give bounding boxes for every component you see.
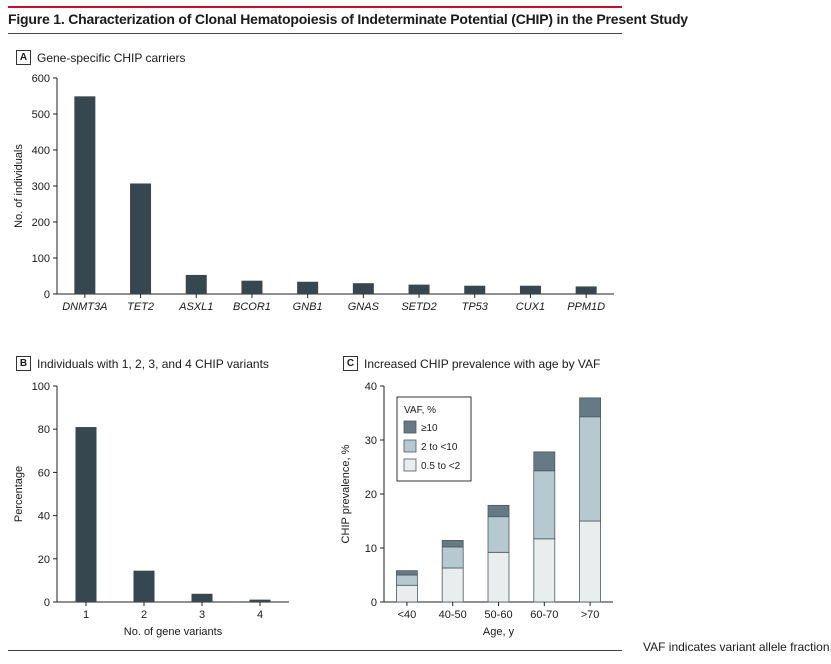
panel-c-x-tick-label: 40-50 — [439, 609, 467, 621]
panel-a-y-tick-label: 400 — [32, 145, 50, 157]
panel-a-y-tick-label: 200 — [32, 217, 50, 229]
top-accent-bar — [8, 6, 622, 8]
panel-b-y-tick-label: 80 — [38, 424, 50, 436]
panel-c-bar-segment — [395, 574, 418, 586]
panel-c-bar-segment — [579, 520, 601, 603]
panel-a-x-tick-label: PPM1D — [567, 301, 605, 313]
panel-c-bar-segment — [441, 540, 464, 548]
panel-c-legend-label: 2 to <10 — [421, 442, 458, 453]
panel-c-legend-label: ≥10 — [421, 423, 438, 434]
panel-c-letter: C — [343, 356, 358, 371]
title-rule — [8, 33, 622, 34]
panel-c-y-axis-label: CHIP prevalence, % — [340, 444, 352, 543]
panel-a-y-tick-label: 300 — [32, 181, 50, 193]
panel-a-bar-tet2 — [130, 183, 152, 294]
figure-title: Figure 1. Characterization of Clonal Hem… — [8, 11, 688, 27]
panel-b-x-axis-label: No. of gene variants — [124, 626, 223, 638]
panel-a-x-tick-label: TP53 — [462, 301, 489, 313]
panel-b-x-tick-label: 1 — [83, 609, 89, 621]
panel-c-bar-segment — [533, 451, 556, 472]
panel-c-header: C Increased CHIP prevalence with age by … — [343, 356, 600, 371]
panel-c-y-tick-label: 0 — [371, 597, 377, 609]
panel-c-y-tick-label: 40 — [365, 381, 377, 393]
panel-a-y-tick-label: 600 — [32, 73, 50, 85]
panel-a-x-tick-label: GNAS — [348, 301, 380, 313]
panel-a-bar-ppm1d — [575, 286, 597, 294]
panel-c-legend-swatch — [403, 458, 417, 472]
panel-a-bar-dnmt3a — [74, 96, 96, 294]
panel-a-bar-tp53 — [464, 285, 486, 294]
panel-a-title: Gene-specific CHIP carriers — [37, 50, 186, 65]
panel-a-letter: A — [16, 50, 31, 65]
panel-a-bar-bcor1 — [241, 280, 263, 294]
panel-b-bar-4 — [249, 599, 271, 602]
panel-c-bar-segment — [441, 567, 464, 603]
panel-a-y-axis-label: No. of individuals — [13, 144, 25, 228]
panel-c-bar-segment — [533, 538, 556, 603]
panel-a-y-tick-label: 0 — [44, 289, 50, 301]
panel-c-bar-segment — [441, 546, 464, 569]
panel-c-bar-segment — [487, 504, 510, 518]
panel-c-y-tick-label: 10 — [365, 543, 377, 555]
figure-note: VAF indicates variant allele fraction. — [643, 640, 831, 654]
panel-a-x-tick-label: DNMT3A — [62, 301, 107, 313]
panel-a-header: A Gene-specific CHIP carriers — [16, 50, 186, 65]
panel-b-y-tick-label: 40 — [38, 511, 50, 523]
panel-a-bar-gnb1 — [297, 281, 319, 294]
panel-c-legend-swatch — [403, 439, 417, 453]
panel-c-x-axis-label: Age, y — [483, 626, 515, 638]
panel-a-x-tick-label: GNB1 — [293, 301, 323, 313]
panel-b-y-tick-label: 0 — [44, 597, 50, 609]
panel-a-x-tick-label: TET2 — [127, 301, 154, 313]
panel-b-title: Individuals with 1, 2, 3, and 4 CHIP var… — [37, 356, 269, 371]
panel-c-bar-segment — [395, 570, 418, 576]
panel-c-bar-segment — [487, 516, 510, 553]
panel-b-y-tick-label: 100 — [32, 381, 50, 393]
panel-a-bar-gnas — [352, 283, 374, 294]
panel-c-bar-segment — [579, 397, 601, 418]
panel-b-bar-1 — [75, 427, 97, 602]
panel-b-y-tick-label: 60 — [38, 467, 50, 479]
panel-c-legend-label: 0.5 to <2 — [421, 461, 461, 472]
panel-a-x-tick-label: SETD2 — [401, 301, 436, 313]
panel-b-header: B Individuals with 1, 2, 3, and 4 CHIP v… — [16, 356, 269, 371]
panel-b-x-tick-label: 4 — [257, 609, 263, 621]
panel-a-x-tick-label: BCOR1 — [233, 301, 271, 313]
panel-c-bar-segment — [579, 416, 601, 522]
panel-a-x-tick-label: ASXL1 — [178, 301, 213, 313]
panel-c-bar-segment — [533, 470, 556, 540]
panel-a-y-tick-label: 500 — [32, 109, 50, 121]
panel-c-title: Increased CHIP prevalence with age by VA… — [364, 356, 601, 371]
panel-c-bar-segment — [487, 551, 510, 603]
panel-c-y-tick-label: 20 — [365, 489, 377, 501]
panel-a-bar-setd2 — [408, 284, 430, 294]
panel-c-legend-title: VAF, % — [404, 405, 436, 416]
panel-b-letter: B — [16, 356, 31, 371]
panel-b-y-axis-label: Percentage — [13, 466, 25, 522]
panel-c-x-tick-label: 60-70 — [530, 609, 558, 621]
panel-b-bar-2 — [133, 570, 155, 602]
panel-a-y-tick-label: 100 — [32, 253, 50, 265]
panel-a-bar-cux1 — [519, 285, 541, 294]
panel-a-x-tick-label: CUX1 — [516, 301, 545, 313]
panel-b-x-tick-label: 3 — [199, 609, 205, 621]
panel-b-x-tick-label: 2 — [141, 609, 147, 621]
panel-c-legend-swatch — [403, 420, 417, 434]
panel-a-bar-asxl1 — [185, 274, 207, 294]
panel-c-y-tick-label: 30 — [365, 435, 377, 447]
panel-b-y-tick-label: 20 — [38, 554, 50, 566]
panel-b-bar-3 — [191, 593, 213, 602]
panel-c-bar-segment — [395, 584, 418, 603]
bottom-rule — [8, 650, 622, 651]
panel-c-x-tick-label: <40 — [398, 609, 417, 621]
panel-c-x-tick-label: 50-60 — [484, 609, 512, 621]
panel-c-x-tick-label: >70 — [581, 609, 600, 621]
